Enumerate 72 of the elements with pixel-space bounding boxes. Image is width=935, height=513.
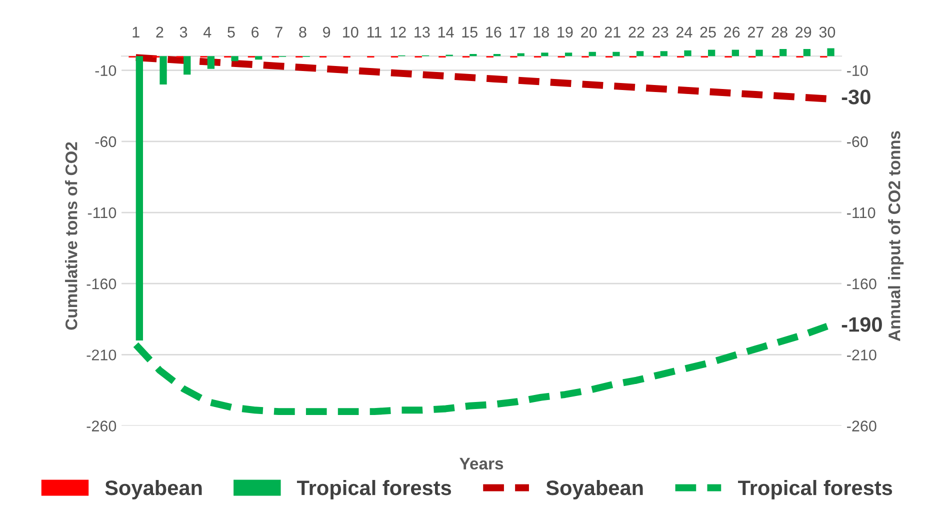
x-tick-label: 7 [275,26,282,38]
x-tick-label: 10 [343,26,358,38]
y-tick-label: -10 [95,65,116,76]
x-axis-title: Years [460,458,504,470]
x-tick-label: 8 [299,26,306,38]
x-tick-label: 6 [252,26,259,38]
bar [136,56,144,340]
x-tick-label: 1 [132,26,140,38]
bar [732,50,739,56]
x-tick-label: 14 [438,26,454,38]
bar [207,56,215,69]
bar [564,52,572,56]
bar [184,56,191,75]
bar [660,51,668,56]
x-tick-label: 4 [203,26,212,38]
bar [588,52,596,56]
x-tick-label: 30 [819,26,836,38]
y-tick-label: -210 [86,350,116,360]
y2-tick-label: -160 [847,278,876,290]
y2-tick-label: -60 [847,136,868,148]
x-tick-label: 11 [367,26,382,38]
x-tick-label: 15 [462,26,478,38]
y-tick-label: -160 [86,278,116,290]
bar [541,52,548,56]
y-axis-title: Cumulative tons of CO2 [65,142,78,330]
x-tick-label: 23 [652,26,668,38]
y-tick-label: -260 [86,420,116,432]
legend-label: Soyabean [546,480,643,500]
y2-tick-label: -10 [847,65,868,76]
bar [708,50,716,56]
bar [231,56,238,62]
x-tick-label: 29 [796,26,812,38]
y-tick-label: -60 [95,136,116,148]
x-tick-label: 19 [558,26,573,38]
x-tick-label: 20 [581,26,597,38]
x-tick-label: 5 [228,26,235,38]
x-tick-label: 28 [772,26,788,38]
x-tick-label: 27 [748,26,764,38]
x-tick-label: 2 [156,26,164,38]
bar [827,48,834,56]
x-tick-label: 21 [604,26,620,38]
y2-tick-label: -210 [847,350,876,360]
bar [255,56,262,60]
y2-axis-title: Annual input of CO2 tonns [888,131,904,342]
x-tick-label: 25 [700,26,716,38]
x-tick-label: 13 [414,26,430,38]
bar [803,49,811,56]
x-tick-label: 9 [323,26,330,38]
bar [612,52,620,56]
x-tick-label: 24 [676,26,692,38]
bar [756,50,763,56]
bar [160,56,167,85]
legend-label: Tropical forests [296,480,452,500]
x-tick-label: 22 [628,26,644,38]
data-label: -30 [842,90,870,104]
x-tick-label: 17 [510,26,526,38]
y2-tick-label: -110 [847,207,876,218]
data-label: -190 [842,317,882,332]
y-tick-label: -110 [88,207,116,218]
legend-label: Tropical forests [738,480,892,500]
legend-label: Soyabean [105,480,202,500]
bar [493,54,501,56]
bar [636,51,644,56]
x-tick-label: 18 [534,26,549,38]
bar [780,49,787,56]
x-tick-label: 12 [390,26,406,38]
x-tick-label: 16 [486,26,502,38]
bar [684,50,692,56]
y2-tick-label: -260 [847,420,876,432]
x-tick-label: 3 [180,26,188,38]
bar [470,54,477,56]
x-tick-label: 26 [724,26,740,38]
